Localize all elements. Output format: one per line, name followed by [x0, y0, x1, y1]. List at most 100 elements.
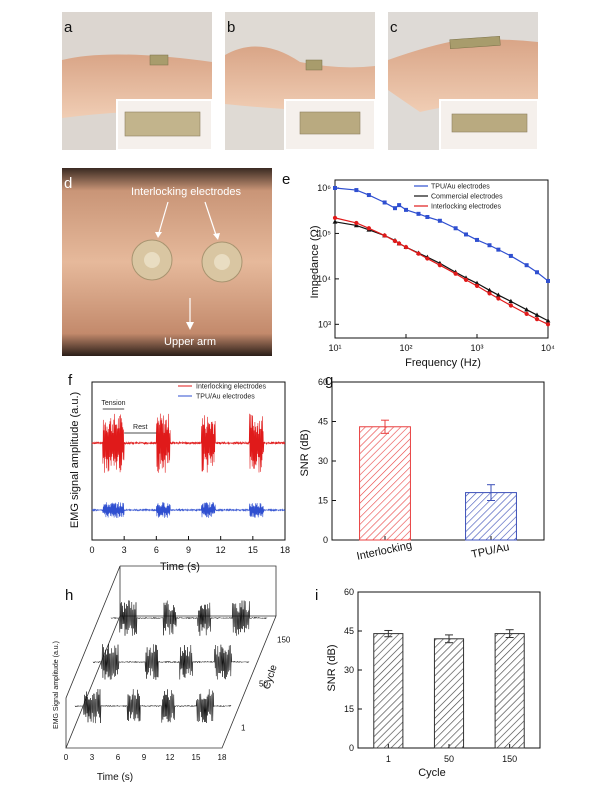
panel-label-h: h — [65, 587, 73, 604]
rest-label: Rest — [133, 424, 147, 431]
chart-e-point — [382, 233, 387, 238]
chart-e-xtick-label: 10³ — [470, 343, 483, 353]
chart-e-point — [393, 206, 398, 211]
chart-e-point — [354, 188, 359, 193]
chart-e-frame — [334, 179, 549, 339]
panel-label-d: d — [64, 175, 72, 192]
chart-e-point — [508, 303, 513, 308]
chart-e-ytick-label: 10⁵ — [317, 228, 331, 238]
chart-e-point — [404, 207, 408, 212]
chart-f-xtick-label: 15 — [248, 545, 258, 555]
chart-e-xlabel: Frequency (Hz) — [405, 357, 481, 369]
chart-e-ytick-label: 10⁴ — [317, 274, 331, 284]
chart-e-ytick-label: 10⁶ — [317, 183, 331, 193]
photo-c — [388, 12, 539, 151]
chart-e-ytick-label: 10³ — [318, 319, 331, 329]
chart-e-point — [397, 241, 402, 246]
chart-e-point — [437, 218, 442, 223]
chart-e-point — [453, 271, 458, 276]
chart-f-xlabel: Time (s) — [160, 561, 200, 573]
photo-a — [62, 12, 213, 151]
chart-e-point — [392, 238, 398, 244]
chart-e-series-line — [334, 187, 549, 282]
chart-e-point — [546, 278, 550, 283]
chart-f-xtick-label: 6 — [154, 545, 159, 555]
chart-i-category-label: 50 — [444, 754, 454, 764]
chart-i-bar — [433, 638, 465, 749]
chart-i-bar — [373, 633, 404, 749]
chart-i-ytick-label: 0 — [349, 743, 354, 753]
chart-f-xtick-label: 9 — [186, 545, 191, 555]
chart-e-legend-label: TPU/Au electrodes — [431, 184, 490, 191]
chart-e-point — [545, 322, 551, 327]
chart-h-xtick-label: 3 — [90, 753, 95, 762]
chart-f-ylabel: EMG signal amplitude (a.u.) — [69, 392, 81, 528]
chart-f-xtick-label: 18 — [280, 545, 290, 555]
arm-label: Upper arm — [164, 336, 216, 348]
chart-e-point — [487, 287, 492, 293]
chart-h-ylabel: EMG Signal amplitude (a.u.) — [53, 641, 60, 729]
chart-f-trace — [91, 502, 286, 518]
chart-e-point — [524, 311, 529, 316]
chart-h-trace — [110, 600, 268, 636]
chart-e-point — [463, 277, 469, 282]
chart-i-ytick-label: 15 — [344, 704, 354, 714]
chart-e-point — [475, 237, 479, 242]
chart-e-point — [464, 232, 469, 237]
chart-i-ylabel: SNR (dB) — [326, 644, 338, 691]
chart-e-point — [496, 247, 501, 252]
chart-h-trace — [74, 689, 232, 724]
chart-e-point — [487, 243, 492, 248]
chart-e-ylabel: Impedance (Ω) — [309, 225, 321, 298]
chart-h-zlabel: Cycle — [262, 663, 280, 691]
chart-e-point — [535, 270, 540, 275]
chart-e-point — [508, 253, 513, 258]
chart-h-xlabel: Time (s) — [97, 772, 133, 783]
chart-e-point — [508, 298, 514, 304]
chart-e-point — [534, 312, 540, 317]
chart-f-trace — [91, 413, 286, 473]
chart-e-point — [416, 211, 421, 216]
chart-e-point — [545, 318, 551, 323]
chart-e-point — [332, 215, 338, 220]
chart-e-point — [495, 292, 501, 297]
electrodes-annotation: Interlocking electrodes — [131, 186, 242, 198]
chart-e-point — [416, 251, 421, 256]
chart-h-xtick-label: 18 — [218, 753, 227, 762]
chart-e-legend-label: Interlocking electrodes — [431, 204, 502, 211]
chart-g-category-label: TPU/Au — [470, 541, 510, 561]
chart-e-point — [453, 226, 458, 231]
chart-h-ztick-label: 150 — [277, 635, 291, 644]
chart-g-ytick-label: 0 — [323, 535, 328, 545]
chart-e-series-line — [334, 221, 549, 322]
chart-e-point — [524, 263, 529, 268]
chart-e-point — [487, 291, 492, 296]
chart-i-bar — [494, 633, 525, 749]
chart-e-point — [354, 220, 359, 226]
chart-e-point — [524, 307, 530, 312]
panel-label-a: a — [64, 19, 73, 36]
chart-g-ylabel: SNR (dB) — [299, 429, 311, 476]
chart-g-ytick-label: 30 — [318, 456, 328, 466]
chart-h-xtick-label: 6 — [116, 753, 121, 762]
chart-h-xtick-label: 9 — [142, 753, 147, 762]
photo-b — [225, 12, 376, 151]
chart-i-ytick-label: 30 — [344, 665, 354, 675]
panel-label-i: i — [315, 587, 318, 604]
chart-h-xtick-label: 15 — [192, 753, 201, 762]
chart-f-xtick-label: 3 — [122, 545, 127, 555]
chart-g-ytick-label: 15 — [318, 496, 328, 506]
chart-e-axes: 10¹ 10² 10³ 10⁴ 10³ 10⁴ 10⁵ 10⁶ — [317, 179, 555, 353]
chart-g-bar — [359, 426, 411, 541]
chart-f-xtick-label: 0 — [89, 545, 94, 555]
chart-h-marks — [74, 600, 268, 724]
panel-label-e: e — [282, 171, 290, 188]
chart-h-xtick-label: 0 — [64, 753, 69, 762]
chart-g-ytick-label: 60 — [318, 377, 328, 387]
chart-f-axes: 0 3 6 9 12 15 18 — [89, 381, 290, 555]
chart-e-point — [366, 226, 371, 231]
chart-f-marks: Interlocking electrodes TPU/Au electrodes… — [91, 384, 286, 518]
chart-h-back-wall — [65, 565, 121, 748]
chart-e-point — [425, 215, 430, 220]
